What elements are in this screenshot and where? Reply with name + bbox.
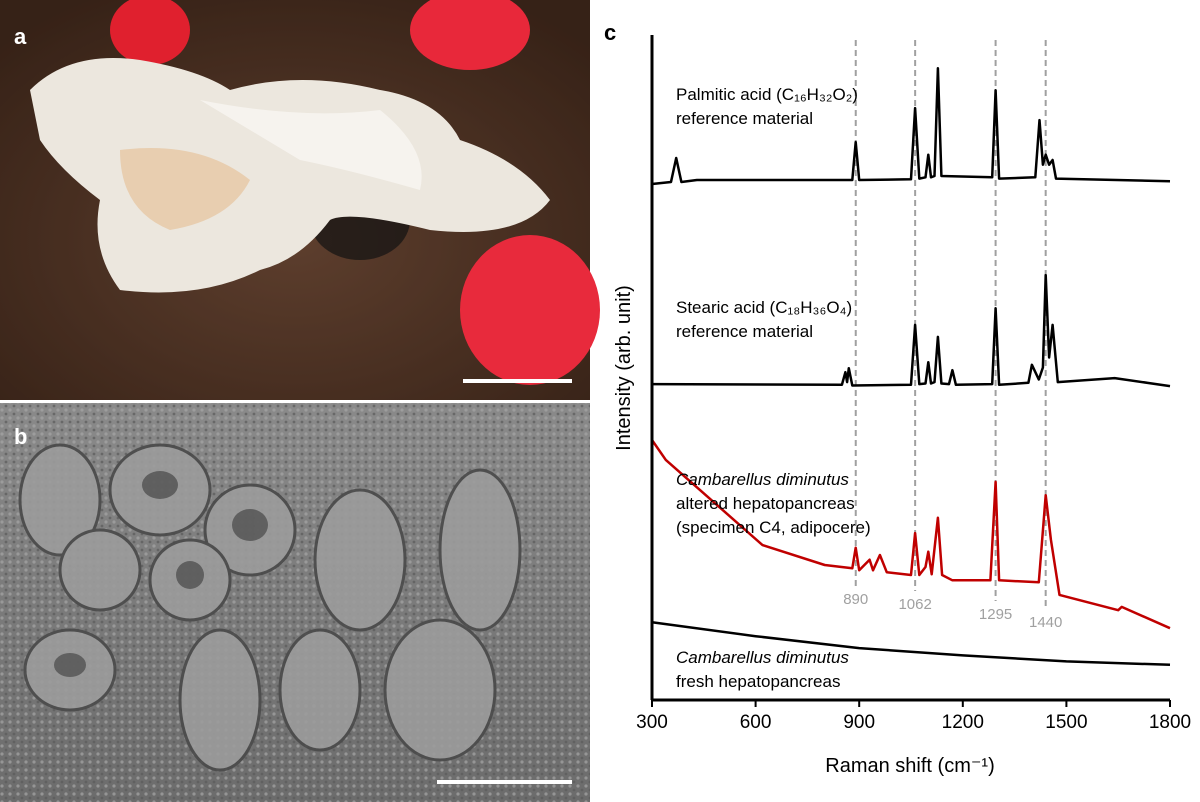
x-tick-label: 1500 (1045, 712, 1087, 733)
peak-label: 1062 (898, 596, 931, 613)
series-label: Cambarellus diminutus (676, 648, 849, 667)
peak-label: 890 (843, 591, 868, 608)
photo-b (0, 403, 590, 802)
x-tick-label: 900 (843, 712, 875, 733)
panel-label: b (14, 424, 27, 449)
y-axis-label: Intensity (arb. unit) (613, 285, 635, 451)
x-axis-label: Raman shift (cm⁻¹) (825, 755, 994, 777)
series-label: fresh hepatopancreas (676, 672, 840, 691)
peak-label: 1295 (979, 606, 1012, 623)
series-label: Stearic acid (C₁₈H₃₆O₄) (676, 298, 852, 317)
series-label: altered hepatopancreas (676, 494, 855, 513)
series-label: Cambarellus diminutus (676, 470, 849, 489)
panel-label: c (604, 20, 616, 45)
series-label: (specimen C4, adipocere) (676, 518, 871, 537)
spectrum-line (651, 67, 1171, 186)
series-label: Palmitic acid (C₁₆H₃₂O₂) (676, 85, 858, 104)
spectrum-line (651, 273, 1171, 388)
spectrum-line (650, 439, 1171, 630)
x-tick-label: 1200 (942, 712, 984, 733)
chart-c: 890 1062 1295 1440 Palmitic acid (C₁₆H₃₂O₂) r… (636, 35, 1191, 733)
x-tick-label: 300 (636, 712, 668, 733)
spectrum-line (651, 620, 1171, 667)
photo-a (0, 0, 600, 400)
x-tick-label: 600 (740, 712, 772, 733)
series-label: reference material (676, 322, 813, 341)
series-label: reference material (676, 109, 813, 128)
peak-label: 1440 (1029, 614, 1062, 631)
panel-label: a (14, 24, 27, 49)
x-tick-label: 1800 (1149, 712, 1191, 733)
